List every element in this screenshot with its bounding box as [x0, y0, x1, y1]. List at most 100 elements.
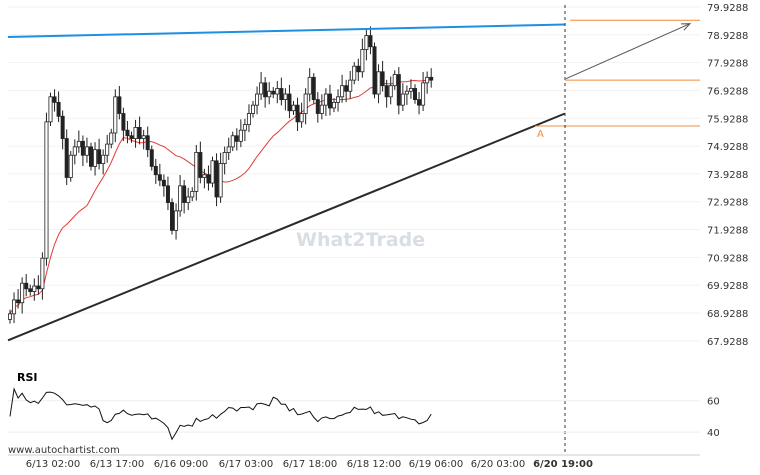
candle-body: [283, 93, 288, 100]
candle-body: [250, 104, 255, 114]
candle: [7, 309, 12, 324]
candle-body: [80, 140, 85, 156]
candle-body: [291, 104, 296, 112]
candle: [149, 145, 154, 171]
candle-body: [348, 79, 353, 92]
candle: [356, 58, 361, 81]
candle: [48, 92, 53, 127]
candle-body: [20, 282, 25, 304]
candle: [388, 76, 393, 105]
candle: [392, 70, 397, 90]
candle: [412, 84, 417, 104]
price-tick-label: 70.9288: [707, 253, 748, 264]
candle: [16, 289, 21, 309]
candle: [157, 163, 162, 187]
rsi-title: RSI: [17, 371, 38, 384]
candle: [72, 139, 77, 165]
candle: [165, 176, 170, 211]
price-tick-label: 69.9288: [707, 281, 748, 292]
candle-body: [425, 76, 430, 84]
time-tick-label: 6/17 03:00: [219, 459, 273, 470]
candle-body: [68, 154, 73, 178]
candle-body: [198, 152, 203, 178]
candle-body: [242, 124, 247, 131]
candle-body: [315, 99, 320, 114]
time-tick-label: 6/13 02:00: [26, 459, 80, 470]
price-tick-label: 76.9288: [707, 86, 748, 97]
candle: [331, 98, 336, 113]
candle-body: [230, 135, 235, 148]
candle-body: [89, 146, 94, 167]
candle: [76, 130, 81, 153]
candle: [230, 131, 235, 152]
candle-body: [169, 202, 174, 231]
pattern-lines: A: [7, 5, 700, 455]
candle-body: [149, 149, 154, 167]
candle: [271, 87, 276, 99]
rsi-tick-label: 40: [707, 428, 720, 439]
candles: [7, 26, 434, 324]
candle-body: [76, 140, 81, 148]
candle-body: [340, 85, 345, 98]
candle-body: [40, 257, 45, 290]
candle-body: [129, 135, 134, 139]
credit-text: www.autochartist.com: [8, 445, 120, 456]
candle: [101, 149, 106, 175]
candle-body: [117, 96, 122, 114]
candle-body: [210, 160, 215, 184]
candle-body: [101, 154, 106, 164]
candle-body: [72, 146, 77, 156]
candle-body: [182, 185, 187, 203]
candle: [137, 116, 142, 145]
candle-body: [125, 129, 130, 137]
candle: [125, 121, 130, 144]
price-tick-label: 78.9288: [707, 31, 748, 42]
candle-body: [7, 313, 12, 320]
price-tick-label: 71.9288: [707, 226, 748, 237]
candle: [121, 107, 126, 142]
candle: [327, 84, 332, 116]
candle-body: [404, 90, 409, 95]
time-tick-label: 6/20 19:00: [533, 459, 593, 470]
candle-body: [97, 149, 102, 164]
candle: [238, 119, 243, 148]
candle-body: [295, 104, 300, 123]
candle: [404, 85, 409, 105]
price-tick-label: 79.9288: [707, 3, 748, 14]
candle: [234, 128, 239, 151]
candle-body: [48, 96, 53, 123]
candle-body: [206, 174, 211, 184]
candle-body: [287, 93, 292, 112]
candle-body: [331, 101, 336, 109]
candle-body: [303, 93, 308, 114]
candle: [129, 131, 134, 143]
candle-body: [255, 93, 260, 106]
candle: [214, 153, 219, 207]
candle: [307, 68, 312, 102]
candle-body: [327, 93, 332, 109]
candle-body: [376, 71, 381, 95]
candle: [279, 77, 284, 106]
candle: [408, 79, 413, 99]
candle: [319, 94, 324, 120]
candle: [259, 72, 264, 100]
candle: [105, 134, 110, 163]
time-tick-label: 6/17 18:00: [283, 459, 337, 470]
candle: [380, 60, 385, 92]
candle: [299, 102, 304, 128]
candle: [206, 165, 211, 191]
resistance-line: [7, 23, 566, 38]
candle-body: [336, 96, 341, 103]
candle: [52, 89, 57, 112]
price-axis: 79.9288 78.9288 77.9288 76.9288 75.9288 74.92…: [707, 3, 748, 348]
candle-body: [380, 71, 385, 87]
price-tick-label: 77.9288: [707, 59, 748, 70]
candle-body: [275, 88, 280, 95]
candle: [246, 104, 251, 133]
candle: [295, 97, 300, 132]
candle: [84, 137, 89, 163]
candle-body: [319, 104, 324, 114]
candle: [89, 142, 94, 171]
candle: [303, 88, 308, 125]
candle-body: [299, 113, 304, 123]
